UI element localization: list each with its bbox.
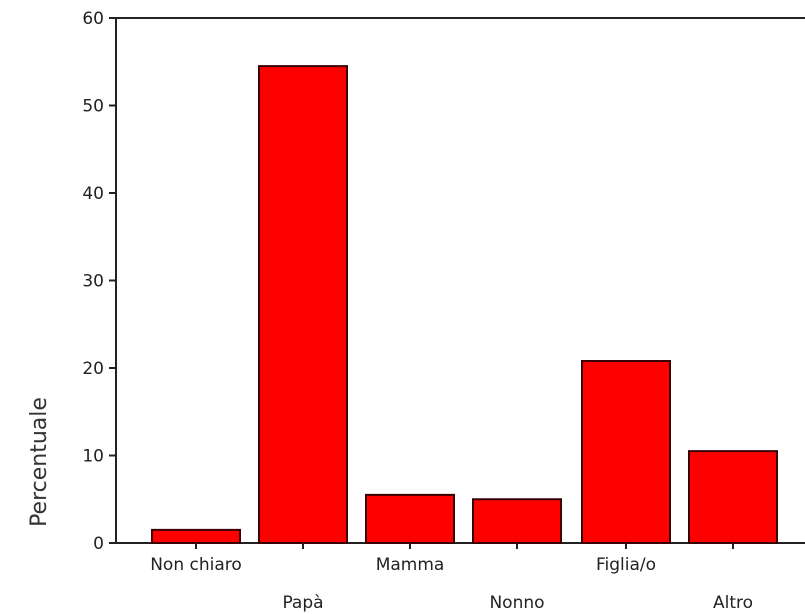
- bar-5: [688, 450, 778, 544]
- x-labels: Non chiaro Papà Mamma Nonno Figlia/o Altro: [150, 543, 753, 613]
- x-tick-label: Figlia/o: [596, 555, 656, 575]
- bar-2: [365, 493, 455, 544]
- y-axis-title: Percentuale: [27, 397, 52, 527]
- bar-0: [151, 528, 241, 544]
- bar-4: [581, 360, 671, 544]
- x-tick-label: Papà: [282, 593, 323, 613]
- y-tick-label: 30: [82, 272, 104, 292]
- y-tick-label: 60: [82, 9, 104, 29]
- y-ticks: 0 10 20 30 40 50 60: [82, 9, 116, 554]
- y-tick-label: 10: [82, 447, 104, 467]
- y-tick-label: 50: [82, 97, 104, 117]
- bar-3: [472, 498, 562, 544]
- y-tick-label: 40: [82, 184, 104, 204]
- bar-1: [258, 65, 348, 544]
- y-tick-label: 0: [93, 534, 104, 554]
- x-tick-label: Nonno: [489, 593, 544, 613]
- y-tick-label: 20: [82, 359, 104, 379]
- x-tick-label: Non chiaro: [150, 555, 242, 575]
- x-tick-label: Altro: [713, 593, 753, 613]
- bars: [151, 65, 778, 544]
- x-tick-label: Mamma: [376, 555, 445, 575]
